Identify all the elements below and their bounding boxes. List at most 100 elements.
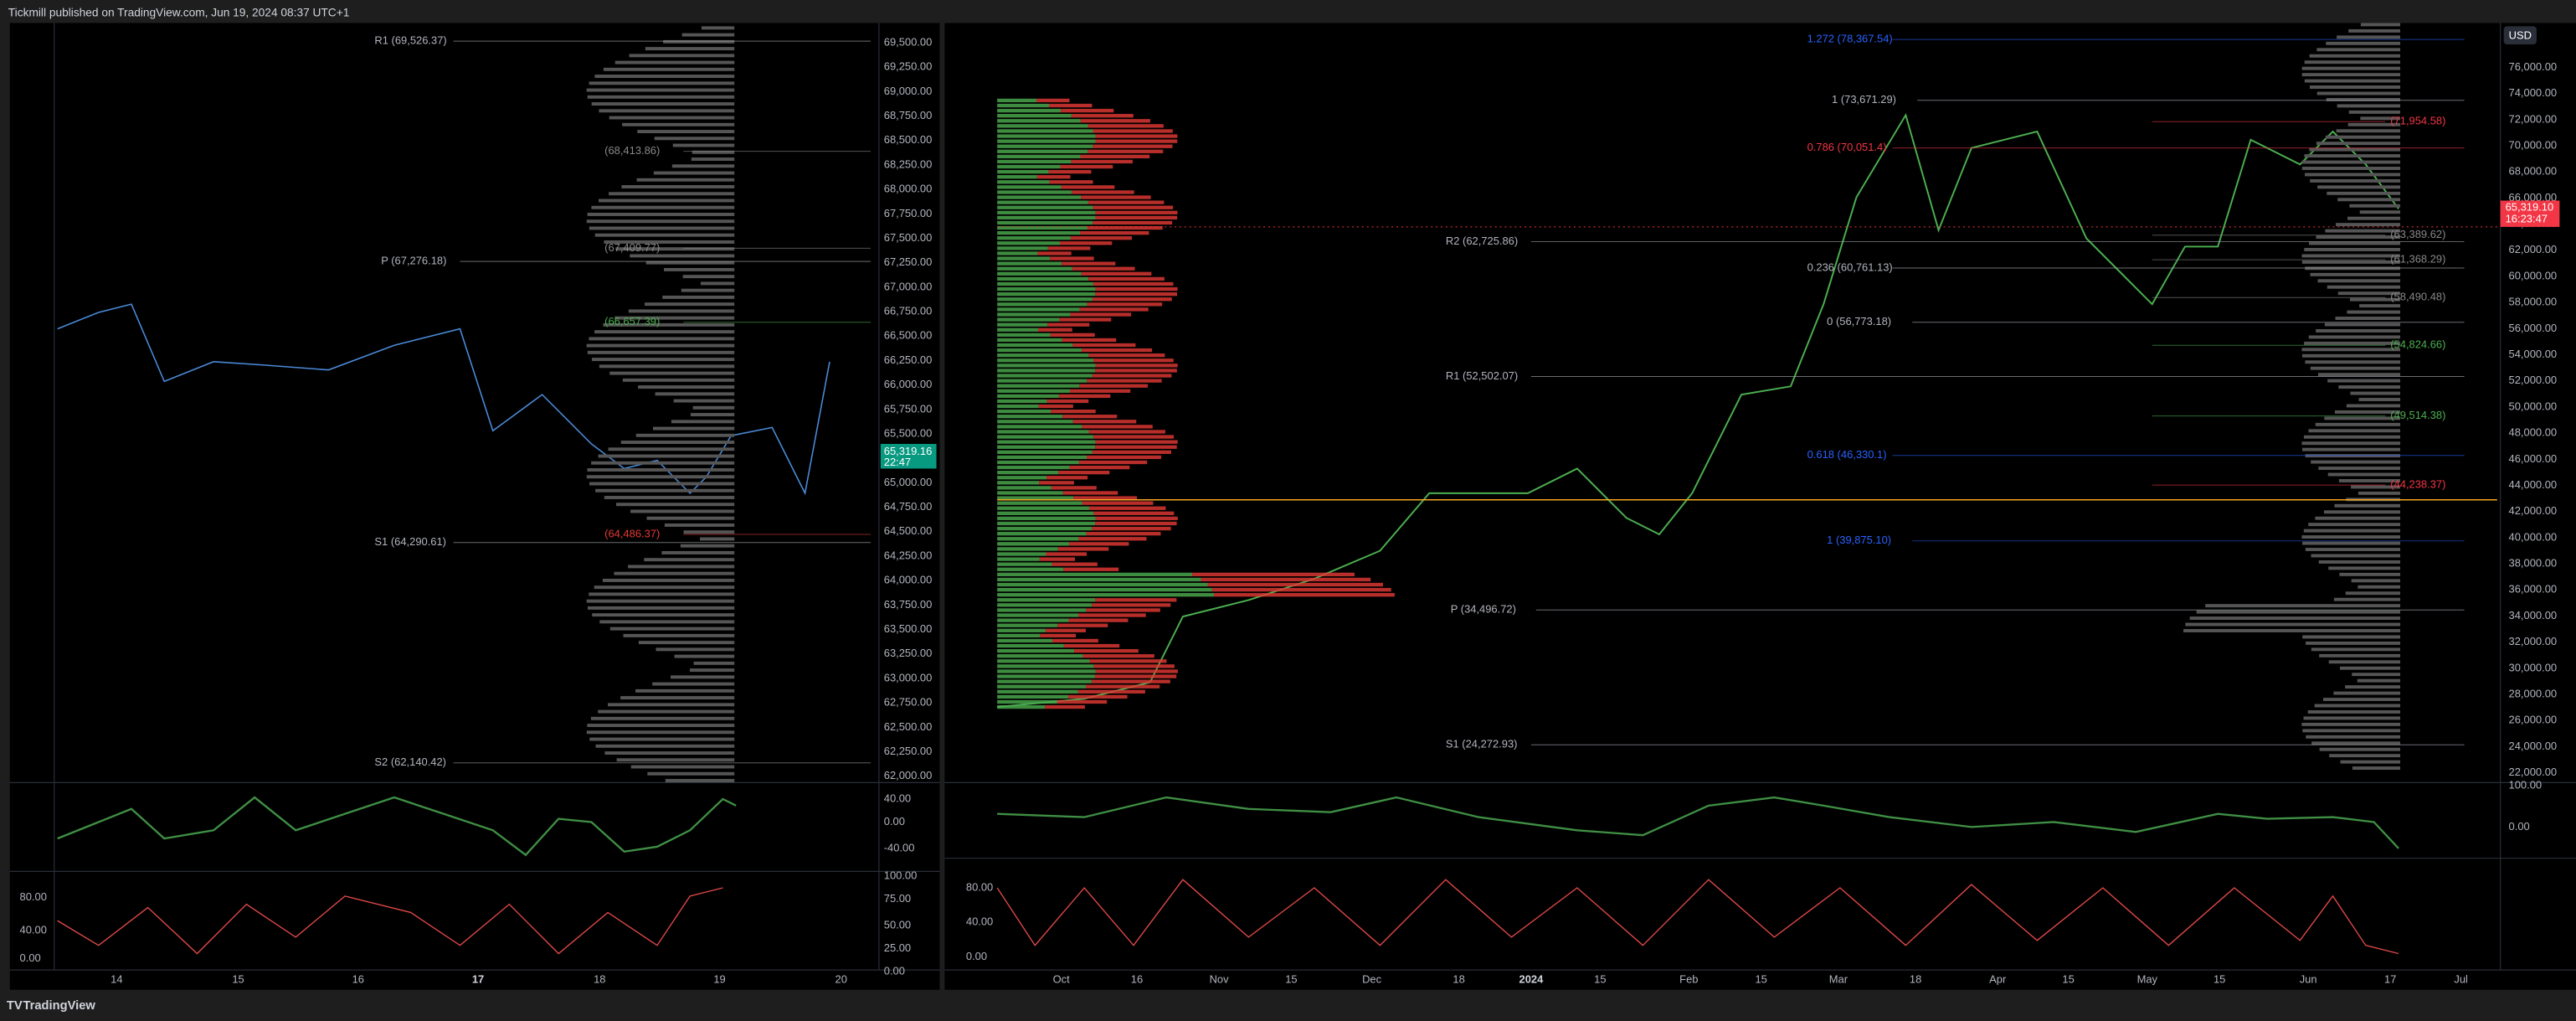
level-label: (71,954.58) [2390, 115, 2445, 127]
level-label: R2 (62,725.86) [1446, 235, 1518, 247]
volume-profile-bar [2347, 310, 2401, 314]
price-tick-label: 64,500.00 [884, 524, 933, 537]
time-tick-label: 15 [2214, 972, 2225, 985]
volume-profile-bar [692, 405, 735, 410]
price-tick-label: 34,000.00 [2509, 609, 2558, 621]
volume-profile-bar [2323, 698, 2401, 702]
volume-profile-bar [2316, 235, 2401, 240]
volume-profile-bar [1095, 440, 1178, 444]
time-tick-label: 2024 [1519, 972, 1545, 985]
volume-profile-bar [2326, 41, 2401, 45]
volume-profile-bar [1051, 562, 1098, 566]
volume-profile-bar [1071, 159, 1133, 164]
volume-profile-bar [1201, 577, 1371, 582]
price-tick-label: 68,250.00 [884, 157, 933, 170]
volume-profile-bar [590, 716, 735, 720]
price-tick-label: 36,000.00 [2509, 583, 2558, 596]
volume-profile-bar [589, 482, 735, 486]
volume-profile-bar [1081, 271, 1152, 276]
volume-profile-bar [2319, 653, 2401, 657]
volume-profile-bar [2359, 210, 2401, 214]
volume-profile-bar [594, 330, 735, 334]
volume-profile-bar [1063, 567, 1119, 571]
time-tick-label: 18 [594, 972, 605, 985]
volume-profile-bar [2359, 304, 2401, 308]
volume-profile-bar [1078, 460, 1148, 465]
volume-profile-bar [2308, 429, 2401, 433]
volume-profile-bar [2311, 554, 2401, 558]
volume-profile-bar [1049, 180, 1093, 184]
level-label: 0.786 (70,051.4) [1807, 141, 1887, 153]
time-tick-label: 17 [2384, 972, 2396, 985]
volume-profile-bar [997, 139, 1096, 143]
volume-profile-bar [997, 699, 1057, 704]
volume-profile-bar [1057, 623, 1108, 627]
volume-profile-bar [1059, 241, 1113, 245]
level-label: P (34,496.72) [1451, 603, 1516, 616]
price-tick-label: 68,000.00 [2509, 165, 2558, 178]
volume-profile-bar [1095, 369, 1177, 373]
volume-profile-bar [2303, 716, 2401, 720]
price-tick-label: 50,000.00 [2509, 400, 2558, 412]
currency[interactable]: USD [2509, 29, 2532, 42]
volume-profile-bar [603, 322, 735, 327]
volume-profile-bar [1091, 679, 1170, 683]
volume-profile-bar [682, 275, 735, 279]
volume-profile-bar [997, 225, 1087, 230]
price-tick-label: 62,000.00 [2509, 243, 2558, 255]
volume-profile-bar [2301, 260, 2401, 264]
volume-profile-bar [1095, 364, 1178, 368]
countdown: 16:23:47 [2506, 212, 2548, 224]
volume-profile-bar [589, 337, 735, 341]
time-tick-label: Jul [2454, 972, 2468, 985]
price-tick-label: 56,000.00 [2509, 322, 2558, 334]
volume-profile-bar [1050, 333, 1095, 338]
volume-profile-bar [2340, 760, 2401, 764]
price-tick-label: 64,250.00 [884, 549, 933, 561]
volume-profile-bar [2302, 447, 2401, 451]
volume-profile-bar [997, 353, 1089, 358]
volume-profile-bar [671, 420, 735, 424]
volume-profile-bar [1072, 420, 1137, 424]
volume-profile-bar [2326, 97, 2401, 101]
volume-profile-bar [2304, 248, 2401, 251]
volume-profile-bar [673, 399, 735, 403]
volume-profile-bar [997, 317, 1060, 322]
volume-profile-bar [2325, 229, 2401, 233]
volume-profile-bar [1080, 154, 1150, 159]
price-tick-label: 69,500.00 [884, 35, 933, 48]
price-tick-label: 62,250.00 [884, 745, 933, 757]
rsi-tick-label: 40.00 [884, 792, 911, 804]
stoch-tick-label: 75.00 [884, 892, 911, 905]
volume-profile-bar [2339, 666, 2401, 670]
volume-profile-bar [1082, 654, 1154, 658]
volume-profile-bar [2335, 317, 2401, 320]
level-label: (61,368.29) [2390, 253, 2445, 266]
volume-profile-bar [1068, 618, 1129, 622]
currency-button[interactable] [2503, 26, 2537, 44]
volume-profile-bar [997, 169, 1049, 174]
right-pane [944, 23, 2576, 990]
volume-profile-bar [656, 647, 735, 652]
volume-profile-bar [997, 659, 1090, 663]
volume-profile-bar [671, 675, 735, 679]
volume-profile-bar [1092, 603, 1171, 607]
volume-profile-bar [595, 744, 735, 748]
volume-profile-bar [2336, 129, 2401, 133]
volume-profile-bar [997, 460, 1079, 465]
volume-profile-bar [997, 374, 1093, 378]
volume-profile-bar [997, 276, 1089, 281]
price-tick-label: 46,000.00 [2509, 452, 2558, 465]
volume-profile-bar [1214, 593, 1395, 597]
volume-profile-bar [997, 638, 1053, 643]
volume-profile-bar [2306, 735, 2401, 739]
volume-profile-bar [997, 445, 1096, 449]
time-tick-label: May [2137, 972, 2158, 985]
volume-profile-bar [997, 205, 1093, 209]
volume-profile-bar [2347, 122, 2401, 126]
volume-profile-bar [609, 371, 735, 375]
volume-profile-bar [1093, 281, 1174, 286]
volume-profile-bar [1052, 638, 1098, 643]
volume-profile-bar [1071, 114, 1134, 118]
